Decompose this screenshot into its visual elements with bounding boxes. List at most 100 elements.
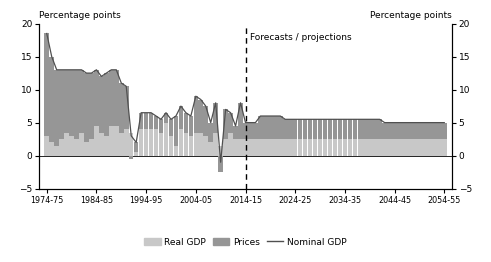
Bar [253, 123, 258, 139]
Bar [283, 119, 288, 139]
Bar [69, 70, 74, 136]
Bar [382, 139, 387, 156]
Bar [164, 113, 168, 123]
Bar [193, 96, 198, 133]
Bar [193, 133, 198, 156]
Bar [367, 139, 372, 156]
Bar [64, 133, 69, 156]
Bar [184, 113, 188, 133]
Bar [437, 139, 441, 156]
Bar [94, 126, 99, 156]
Bar [209, 143, 213, 156]
Bar [124, 86, 129, 129]
Bar [308, 139, 312, 156]
Bar [198, 100, 203, 133]
Bar [99, 77, 104, 133]
Bar [323, 119, 327, 139]
Bar [343, 119, 347, 139]
Bar [109, 70, 113, 126]
Bar [248, 123, 253, 139]
Bar [298, 119, 302, 139]
Bar [268, 139, 273, 156]
Bar [333, 119, 337, 139]
Bar [283, 139, 288, 156]
Bar [353, 119, 357, 139]
Bar [268, 116, 273, 139]
Bar [327, 119, 332, 139]
Bar [387, 139, 392, 156]
Bar [134, 152, 138, 156]
Bar [144, 113, 148, 129]
Legend: Real GDP, Prices, Nominal GDP: Real GDP, Prices, Nominal GDP [141, 234, 350, 250]
Bar [79, 70, 84, 133]
Bar [119, 133, 124, 156]
Bar [243, 123, 248, 139]
Bar [59, 70, 64, 139]
Bar [338, 119, 342, 139]
Bar [149, 129, 153, 156]
Bar [417, 123, 422, 139]
Bar [382, 123, 387, 139]
Bar [228, 113, 233, 133]
Bar [223, 139, 228, 156]
Bar [109, 126, 113, 156]
Bar [154, 129, 158, 156]
Bar [214, 133, 218, 156]
Bar [74, 70, 79, 139]
Bar [129, 133, 134, 156]
Bar [442, 139, 446, 156]
Bar [327, 139, 332, 156]
Bar [74, 139, 79, 156]
Bar [94, 70, 99, 126]
Bar [139, 113, 143, 129]
Bar [238, 139, 243, 156]
Bar [422, 123, 427, 139]
Bar [273, 139, 277, 156]
Bar [407, 123, 412, 139]
Bar [55, 146, 59, 156]
Bar [233, 139, 238, 156]
Bar [348, 119, 352, 139]
Bar [333, 139, 337, 156]
Bar [432, 139, 436, 156]
Bar [348, 139, 352, 156]
Bar [179, 129, 183, 156]
Bar [298, 139, 302, 156]
Bar [412, 139, 417, 156]
Bar [104, 136, 109, 156]
Text: Percentage points: Percentage points [39, 11, 121, 20]
Bar [323, 139, 327, 156]
Bar [124, 129, 129, 156]
Bar [372, 139, 377, 156]
Bar [278, 116, 282, 139]
Bar [397, 139, 402, 156]
Bar [99, 133, 104, 156]
Bar [362, 119, 367, 139]
Bar [203, 106, 208, 136]
Bar [129, 156, 134, 159]
Bar [353, 139, 357, 156]
Bar [149, 113, 153, 129]
Bar [154, 116, 158, 129]
Bar [258, 139, 263, 156]
Bar [198, 133, 203, 156]
Bar [203, 136, 208, 156]
Bar [357, 119, 362, 139]
Bar [179, 106, 183, 129]
Bar [372, 119, 377, 139]
Bar [338, 139, 342, 156]
Text: Percentage points: Percentage points [370, 11, 452, 20]
Bar [214, 103, 218, 133]
Bar [218, 156, 223, 172]
Bar [288, 139, 293, 156]
Bar [104, 73, 109, 136]
Bar [263, 139, 268, 156]
Bar [134, 143, 138, 152]
Bar [278, 139, 282, 156]
Bar [174, 116, 178, 146]
Bar [407, 139, 412, 156]
Bar [228, 133, 233, 156]
Bar [69, 136, 74, 156]
Bar [64, 70, 69, 133]
Bar [427, 139, 432, 156]
